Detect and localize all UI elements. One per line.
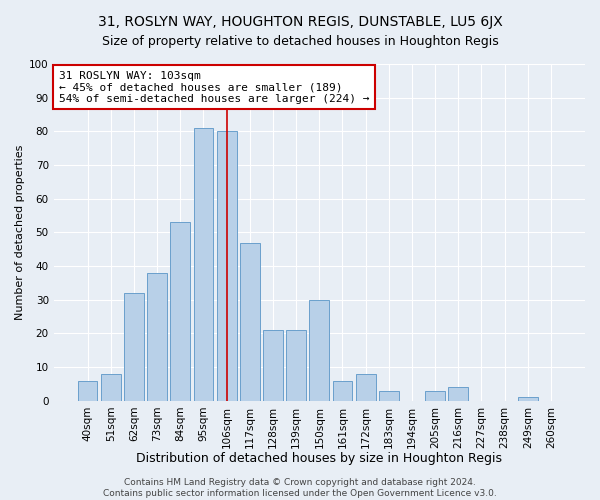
Bar: [194, 128, 214, 401]
Bar: [286, 330, 306, 401]
Text: Size of property relative to detached houses in Houghton Regis: Size of property relative to detached ho…: [101, 35, 499, 48]
X-axis label: Distribution of detached houses by size in Houghton Regis: Distribution of detached houses by size …: [136, 452, 502, 465]
Bar: [124, 293, 144, 401]
Text: 31 ROSLYN WAY: 103sqm
← 45% of detached houses are smaller (189)
54% of semi-det: 31 ROSLYN WAY: 103sqm ← 45% of detached …: [59, 70, 370, 104]
Y-axis label: Number of detached properties: Number of detached properties: [15, 144, 25, 320]
Bar: [217, 132, 236, 401]
Text: Contains HM Land Registry data © Crown copyright and database right 2024.
Contai: Contains HM Land Registry data © Crown c…: [103, 478, 497, 498]
Bar: [240, 242, 260, 401]
Bar: [448, 388, 468, 401]
Bar: [148, 273, 167, 401]
Bar: [78, 380, 97, 401]
Bar: [356, 374, 376, 401]
Bar: [379, 390, 398, 401]
Bar: [332, 380, 352, 401]
Bar: [170, 222, 190, 401]
Bar: [101, 374, 121, 401]
Bar: [518, 398, 538, 401]
Bar: [310, 300, 329, 401]
Text: 31, ROSLYN WAY, HOUGHTON REGIS, DUNSTABLE, LU5 6JX: 31, ROSLYN WAY, HOUGHTON REGIS, DUNSTABL…: [98, 15, 502, 29]
Bar: [425, 390, 445, 401]
Bar: [263, 330, 283, 401]
